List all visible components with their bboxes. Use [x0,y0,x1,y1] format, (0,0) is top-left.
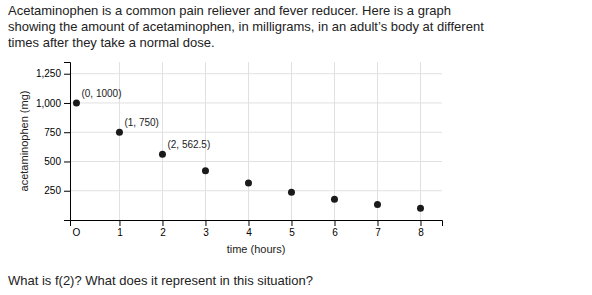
caption: What is f(2)? What does it represent in … [8,273,313,288]
x-tick-label: 6 [332,227,338,238]
y-axis-line [64,63,71,221]
x-tick-label: 8 [418,227,424,238]
point [73,99,80,106]
x-tick: 8 [418,220,424,238]
x-axis: 1 2 3 4 5 6 7 8 [71,220,443,238]
grid-line [377,62,378,220]
y-axis-title: acetaminophen (mg) [18,91,30,192]
grid [70,62,442,220]
x-axis-line [71,221,443,227]
x-tick-label: 2 [160,227,166,238]
annotation: (1, 750) [124,117,158,128]
x-tick-mark [377,220,378,226]
origin-label: O [73,227,81,238]
title-line: Acetaminophen is a common pain reliever … [8,3,451,18]
y-axis: 250 500 750 1,000 1,250 [36,63,71,221]
annotation: (2, 562.5) [167,139,210,150]
x-tick-label: 4 [246,227,252,238]
y-tick-mark [64,161,70,162]
grid-line [248,62,249,220]
grid-line [70,73,442,74]
point [245,179,252,186]
x-tick-mark [248,220,249,226]
y-tick-mark [64,191,70,192]
y-tick-mark [64,74,70,75]
points [73,99,424,211]
y-tick: 750 [44,127,70,138]
grid-line [162,62,163,220]
point [159,151,166,158]
y-tick: 500 [44,156,70,167]
title-line: showing the amount of acetaminophen, in … [8,19,484,34]
x-tick-label: 1 [117,227,123,238]
annotations: (0, 1000) (1, 750) (2, 562.5) [81,88,210,150]
point [288,189,295,196]
plot: 1 2 3 4 5 6 7 8 250 500 750 1,000 1,250 O (0, 1000) (1,… [36,62,443,238]
chart: Acetaminophen is a common pain reliever … [0,0,592,295]
point [331,196,338,203]
x-tick-label: 5 [289,227,295,238]
y-tick-mark [64,103,70,104]
annotation: (0, 1000) [81,88,121,99]
x-tick: 6 [332,220,338,238]
grid-line [70,102,442,103]
x-tick-label: 7 [375,227,381,238]
x-tick: 1 [117,220,123,238]
y-tick-label: 500 [44,156,61,167]
x-tick: 5 [289,220,295,238]
x-tick-label: 3 [203,227,209,238]
x-tick: 3 [203,220,209,238]
y-tick-label: 1,250 [36,68,61,79]
grid-line [291,62,292,220]
x-tick-mark [291,220,292,226]
point [374,201,381,208]
y-tick-label: 250 [44,185,61,196]
x-tick-mark [162,220,163,226]
grid-line [119,62,120,220]
y-tick: 250 [44,185,70,196]
grid-line [420,62,421,220]
point [116,129,123,136]
x-tick-mark [119,220,120,226]
point [417,205,424,212]
grid-line [70,190,442,191]
grid-line [70,161,442,162]
y-tick-label: 750 [44,127,61,138]
x-tick-mark [334,220,335,226]
x-tick: 4 [246,220,252,238]
grid-line [70,132,442,133]
point [202,167,209,174]
x-axis-title: time (hours) [227,243,286,255]
title: Acetaminophen is a common pain reliever … [8,3,484,50]
x-tick-mark [420,220,421,226]
title-line: times after they take a normal dose. [8,35,215,50]
y-tick: 1,000 [36,98,70,109]
y-tick-mark [64,132,70,133]
x-tick-mark [205,220,206,226]
x-tick: 7 [375,220,381,238]
y-tick-label: 1,000 [36,98,61,109]
x-tick: 2 [160,220,166,238]
y-tick: 1,250 [36,68,70,79]
